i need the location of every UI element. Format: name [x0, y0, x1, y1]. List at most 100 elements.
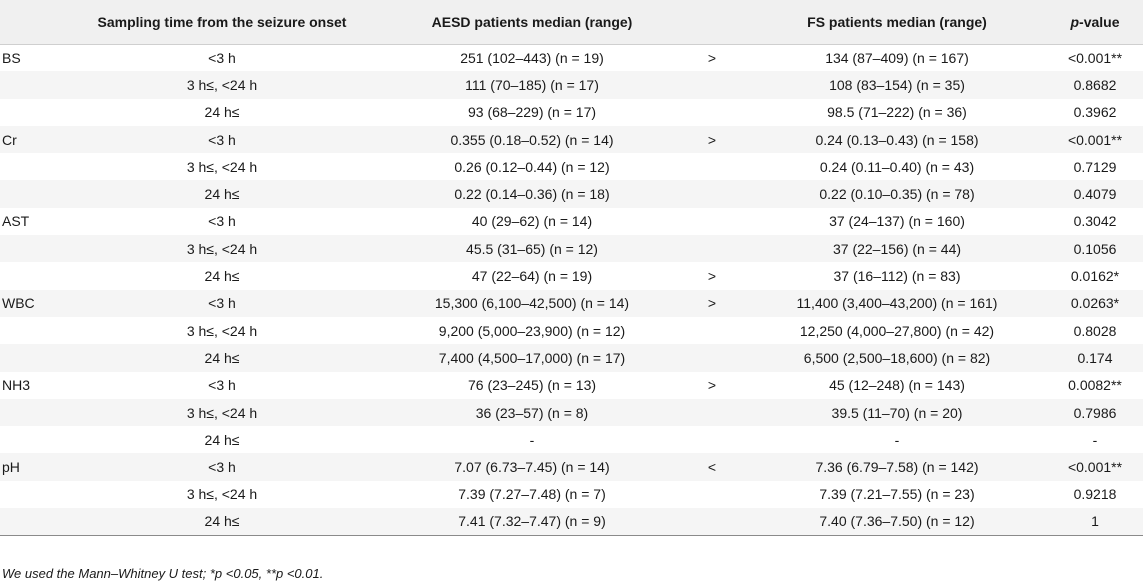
cell-parameter: WBC — [2, 295, 35, 312]
cell-p-value: 0.0263* — [1070, 295, 1120, 312]
cell-p-value: 0.1056 — [1073, 240, 1117, 257]
table-row: 3 h≤, <24 h 36 (23–57) (n = 8) 39.5 (11–70… — [0, 398, 1143, 427]
table-row: 24 h≤ 47 (22–64) (n = 19) >37 (16–112) (n … — [0, 262, 1143, 290]
cell-p-value: 0.9218 — [1073, 486, 1117, 503]
cell-aesd: 7,400 (4,500–17,000) (n = 17) — [438, 349, 626, 366]
cell-sampling-time: 3 h≤, <24 h — [186, 322, 258, 339]
cell-comparison — [677, 71, 747, 98]
table-row: 3 h≤, <24 h 9,200 (5,000–23,900) (n = 12)… — [0, 316, 1143, 345]
cell-sampling-time: <3 h — [57, 43, 387, 72]
cell-parameter — [0, 153, 57, 180]
cell-fs: 0.24 (0.11–0.40) (n = 43) — [819, 158, 975, 175]
cell-aesd: 111 (70–185) (n = 17) — [465, 76, 599, 93]
cell-parameter — [0, 344, 57, 371]
cell-aesd: - — [529, 431, 535, 448]
cell-comparison: > — [707, 131, 717, 148]
cell-parameter: NH3 — [2, 377, 31, 394]
cell-sampling-time: <3 h — [208, 377, 236, 394]
cell-comparison — [677, 208, 747, 235]
table-row: 24 h≤ 7,400 (4,500–17,000) (n = 17) 6,500 … — [0, 344, 1143, 372]
cell-sampling-time: 3 h≤, <24 h — [186, 404, 258, 421]
cell-comparison — [677, 153, 747, 180]
header-p-value: p-value — [1047, 0, 1143, 45]
cell-fs: 108 (83–154) (n = 35) — [829, 76, 965, 93]
cell-fs: - — [894, 431, 900, 448]
cell-p-value: 0.3962 — [1073, 104, 1117, 121]
cell-aesd: 36 (23–57) (n = 8) — [475, 404, 589, 421]
cell-p-value: 0.3042 — [1073, 213, 1117, 230]
table-row: 24 h≤ 7.41 (7.32–7.47) (n = 9) 7.40 (7.36–… — [0, 508, 1143, 536]
cell-p-value: 0.4079 — [1073, 186, 1117, 203]
cell-p-value: 0.7986 — [1073, 404, 1117, 421]
cell-parameter — [0, 317, 57, 344]
table-header-row: Sampling time from the seizure onset AES… — [0, 0, 1143, 45]
cell-comparison — [677, 508, 747, 536]
table-row: AST <3 h 40 (29–62) (n = 14) 37 (24–137) (n… — [0, 207, 1143, 236]
table-row: 24 h≤ 0.22 (0.14–0.36) (n = 18) 0.22 (0.10… — [0, 180, 1143, 208]
cell-comparison: > — [677, 43, 747, 72]
cell-parameter — [0, 71, 57, 98]
table-row: BS <3 h 251 (102–443) (n = 19) >134 (87–409… — [0, 43, 1143, 72]
cell-sampling-time: 24 h≤ — [204, 186, 240, 203]
cell-comparison — [677, 399, 747, 426]
header-p-rest: -value — [1079, 13, 1120, 30]
cell-aesd: 0.26 (0.12–0.44) (n = 12) — [454, 158, 610, 175]
cell-fs: 0.22 (0.10–0.35) (n = 78) — [819, 186, 975, 203]
cell-p-value: <0.001** — [1047, 43, 1143, 72]
cell-sampling-time: 3 h≤, <24 h — [186, 240, 258, 257]
header-comparison — [677, 0, 747, 45]
cell-parameter — [0, 180, 57, 207]
cell-fs: 134 (87–409) (n = 167) — [747, 43, 1047, 72]
cell-aesd: 0.355 (0.18–0.52) (n = 14) — [450, 131, 614, 148]
cell-comparison: > — [707, 268, 717, 285]
cell-fs: 39.5 (11–70) (n = 20) — [831, 404, 963, 421]
table-body: BS <3 h 251 (102–443) (n = 19) >134 (87–409… — [0, 43, 1143, 536]
results-table: Sampling time from the seizure onset AES… — [0, 0, 1143, 536]
cell-p-value: 0.8682 — [1073, 76, 1117, 93]
cell-comparison — [677, 481, 747, 508]
table-row: pH <3 h 7.07 (6.73–7.45) (n = 14) <7.36 (6.… — [0, 453, 1143, 481]
cell-sampling-time: 24 h≤ — [57, 508, 387, 536]
cell-parameter: BS — [0, 43, 57, 72]
cell-parameter: Cr — [2, 131, 17, 148]
header-aesd: AESD patients median (range) — [387, 0, 677, 45]
cell-fs: 37 (22–156) (n = 44) — [832, 240, 962, 257]
cell-p-value: 0.0162* — [1070, 268, 1120, 285]
cell-sampling-time: 24 h≤ — [204, 431, 240, 448]
cell-sampling-time: <3 h — [208, 131, 236, 148]
cell-comparison — [677, 317, 747, 344]
table-row: 3 h≤, <24 h 0.26 (0.12–0.44) (n = 12) 0.24… — [0, 153, 1143, 181]
cell-parameter — [0, 235, 57, 262]
cell-aesd: 7.07 (6.73–7.45) (n = 14) — [454, 459, 610, 476]
cell-comparison — [677, 235, 747, 262]
cell-aesd: 45.5 (31–65) (n = 12) — [466, 240, 598, 257]
table-row: NH3 <3 h 76 (23–245) (n = 13) >45 (12–248) … — [0, 371, 1143, 399]
table-row: 24 h≤ - - - — [0, 426, 1143, 454]
cell-fs: 45 (12–248) (n = 143) — [829, 377, 965, 394]
cell-sampling-time: <3 h — [208, 459, 236, 476]
cell-fs: 7.40 (7.36–7.50) (n = 12) — [747, 508, 1047, 536]
cell-p-value: 0.7129 — [1073, 158, 1117, 175]
cell-p-value: 0.174 — [1077, 349, 1113, 366]
cell-p-value: 0.8028 — [1073, 322, 1117, 339]
cell-sampling-time: 24 h≤ — [204, 104, 240, 121]
cell-parameter — [0, 399, 57, 426]
cell-p-value: <0.001** — [1067, 131, 1123, 148]
table-footnote: We used the Mann–Whitney U test; *p <0.0… — [2, 566, 324, 581]
cell-aesd: 9,200 (5,000–23,900) (n = 12) — [438, 322, 626, 339]
cell-sampling-time: 24 h≤ — [204, 268, 240, 285]
cell-sampling-time: <3 h — [208, 213, 236, 230]
cell-p-value: <0.001** — [1067, 459, 1123, 476]
cell-fs: 37 (16–112) (n = 83) — [833, 268, 961, 285]
cell-fs: 98.5 (71–222) (n = 36) — [827, 104, 967, 121]
cell-parameter: pH — [2, 459, 20, 476]
cell-sampling-time: 3 h≤, <24 h — [186, 76, 258, 93]
cell-aesd: 47 (22–64) (n = 19) — [471, 268, 593, 285]
cell-aesd: 0.22 (0.14–0.36) (n = 18) — [454, 186, 610, 203]
cell-comparison — [677, 180, 747, 207]
cell-fs: 11,400 (3,400–43,200) (n = 161) — [796, 295, 998, 312]
cell-sampling-time: 24 h≤ — [204, 349, 240, 366]
cell-aesd: 7.39 (7.27–7.48) (n = 7) — [458, 486, 606, 503]
cell-parameter: AST — [2, 213, 30, 230]
table-row: WBC <3 h 15,300 (6,100–42,500) (n = 14) >11… — [0, 289, 1143, 317]
